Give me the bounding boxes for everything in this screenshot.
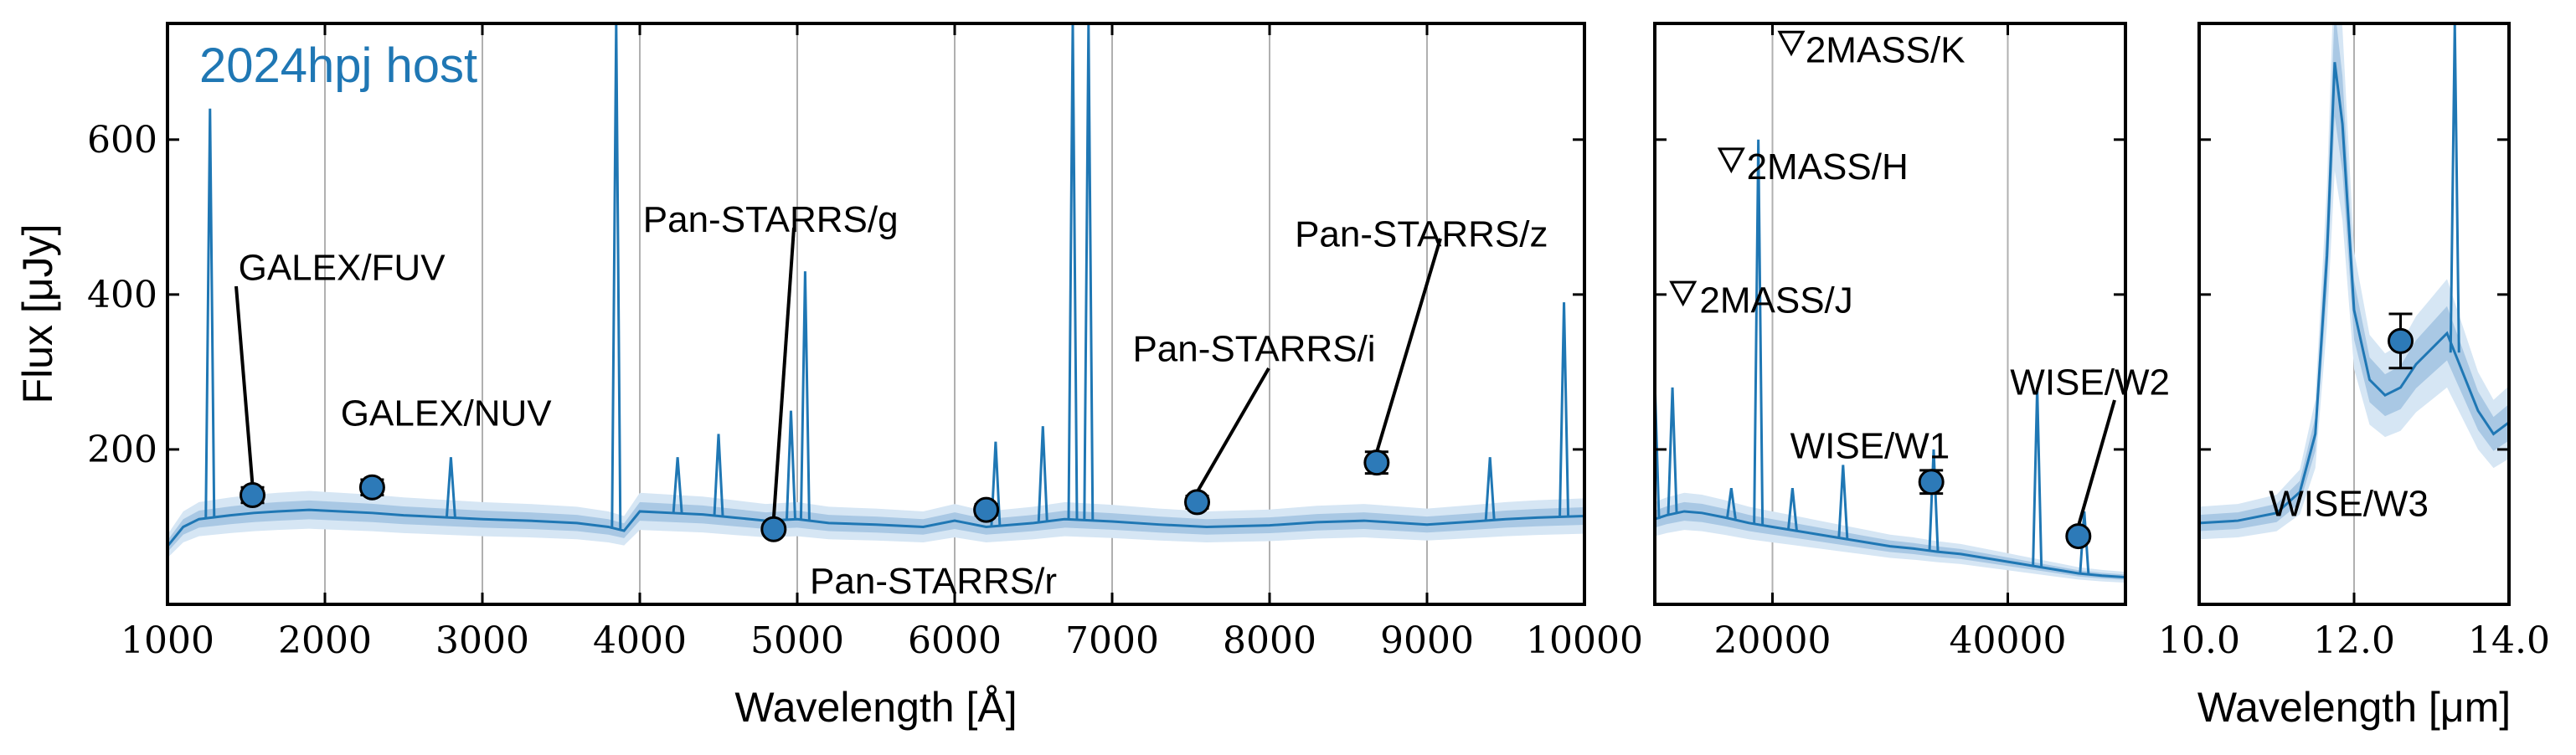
emission-line [799, 271, 811, 521]
emission-line [2449, 23, 2460, 353]
emission-line [1067, 23, 1079, 520]
spectrum-line [167, 508, 1584, 547]
chart-title: 2024hpj host [199, 39, 477, 93]
emission-line [713, 434, 724, 516]
photometry-point [760, 516, 787, 542]
x-tick-label: 6000 [908, 619, 1002, 662]
annotation-pointer [771, 227, 796, 520]
emission-line [445, 457, 456, 518]
photometry-point [1918, 469, 1945, 496]
x-tick-label: 8000 [1223, 619, 1316, 662]
y-tick-label: 600 [87, 119, 157, 162]
emission-line [2032, 387, 2043, 567]
spectrum-line [1655, 510, 2125, 579]
x-tick-label: 10000 [1526, 619, 1643, 662]
plot-area [2199, 23, 2509, 604]
emission-line [1753, 139, 1765, 525]
annotation-label: Pan-STARRS/z [1295, 214, 1548, 255]
emission-line [1655, 379, 1661, 520]
y-tick-label: 400 [87, 274, 157, 316]
photometry-point [358, 474, 385, 501]
emission-line [611, 23, 622, 529]
x-tick-label: 4000 [593, 619, 687, 662]
emission-line [1786, 488, 1798, 531]
emission-line [1837, 465, 1849, 539]
emission-line [1484, 457, 1496, 521]
annotation-label: Pan-STARRS/g [643, 199, 899, 240]
x-tick-label: 12.0 [2313, 619, 2395, 662]
annotation-label: GALEX/FUV [239, 247, 446, 288]
plot-area [167, 23, 1584, 604]
panel-mid-infrared: WISE/W3 10.0 12.0 14.0 Wavelength [μm] [2158, 22, 2550, 731]
emission-line [1928, 449, 1940, 552]
annotation-label: 2MASS/K [1806, 29, 1965, 70]
upper-limit-marker [1777, 30, 1806, 57]
annotation-label: WISE/W3 [2269, 484, 2429, 525]
annotation-pointer [234, 285, 255, 485]
annotation-label: 2MASS/H [1747, 146, 1909, 187]
uncertainty-band-inner [167, 500, 1584, 552]
x-tick-label: 10.0 [2158, 619, 2240, 662]
emission-line [990, 441, 1002, 526]
photometry-point [1363, 449, 1390, 476]
photometry-point [973, 496, 1000, 523]
photometry-point [2065, 523, 2092, 550]
upper-limit-marker [1717, 147, 1745, 174]
emission-line [1083, 23, 1095, 521]
photometry-point [2388, 327, 2414, 354]
emission-line [1037, 426, 1048, 522]
annotation-label: WISE/W1 [1790, 425, 1950, 466]
emission-line [1725, 487, 1737, 520]
x-tick-label: 2000 [278, 619, 372, 662]
x-tick-label: 3000 [435, 619, 529, 662]
x-tick-label: 7000 [1065, 619, 1159, 662]
emission-line [672, 457, 683, 514]
annotation-label: GALEX/NUV [341, 393, 553, 434]
photometry-point [1184, 489, 1211, 516]
x-tick-label: 40000 [1950, 619, 2067, 662]
annotation-label: WISE/W2 [2010, 362, 2170, 403]
emission-line [204, 108, 216, 518]
panel-optical: GALEX/FUV GALEX/NUV Pan-STARRS/g Pan-STARRS… [14, 22, 1643, 731]
y-axis-label: Flux [μJy] [14, 224, 61, 404]
x-tick-label: 20000 [1714, 619, 1832, 662]
emission-line [1558, 302, 1570, 517]
x-tick-label: 1000 [121, 619, 214, 662]
x-tick-label: 5000 [750, 619, 844, 662]
x-axis-label: Wavelength [μm] [2197, 684, 2511, 731]
panel-near-infrared: 2MASS/J 2MASS/H 2MASS/K WISE/W1 WISE/W2 20000… [1653, 22, 2170, 662]
photometry-point [240, 482, 266, 509]
panel-frame [166, 22, 1586, 606]
annotation-label: 2MASS/J [1699, 280, 1852, 321]
panel-frame [1653, 22, 2127, 606]
x-tick-label: 14.0 [2468, 619, 2550, 662]
emission-line [1667, 387, 1678, 515]
x-axis-label: Wavelength [Å] [734, 684, 1017, 731]
emission-line [785, 410, 796, 520]
plot-area [1655, 23, 2125, 604]
annotation-pointer [2076, 399, 2116, 527]
annotation-pointer [1195, 367, 1270, 493]
x-tick-label: 9000 [1380, 619, 1474, 662]
spectrum-line [2199, 62, 2509, 525]
upper-limit-marker [1669, 280, 1698, 307]
annotation-pointer [1374, 238, 1442, 454]
annotation-label: Pan-STARRS/i [1132, 329, 1375, 370]
annotation-label: Pan-STARRS/r [810, 561, 1057, 602]
y-tick-label: 200 [87, 429, 157, 471]
